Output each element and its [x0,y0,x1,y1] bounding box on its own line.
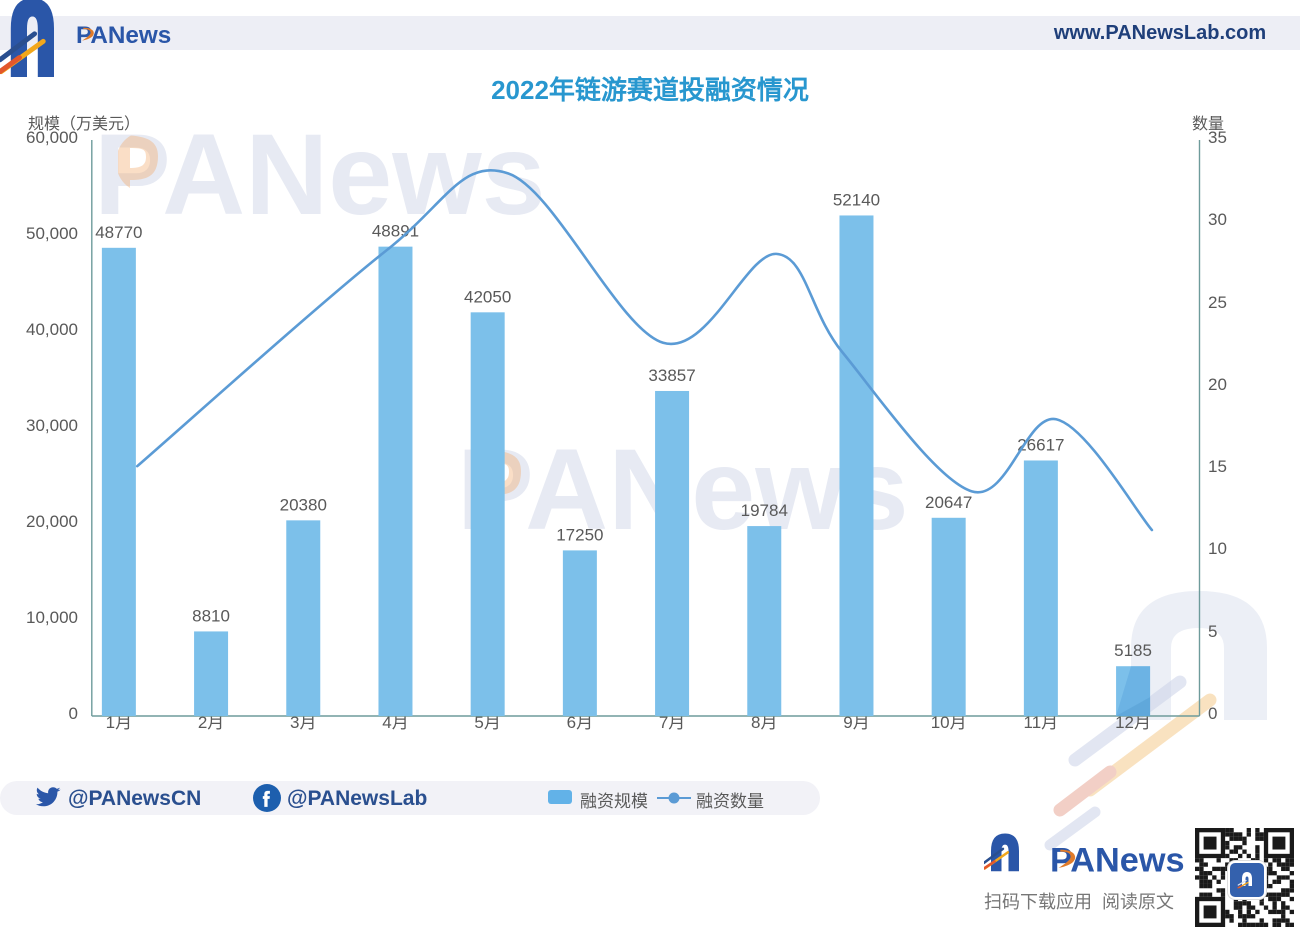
svg-text:8810: 8810 [192,606,230,625]
svg-text:20647: 20647 [925,493,972,512]
svg-text:48770: 48770 [95,223,142,242]
svg-text:20380: 20380 [280,495,327,514]
svg-text:33857: 33857 [648,366,695,385]
svg-text:42050: 42050 [464,287,511,306]
svg-text:17250: 17250 [556,525,603,544]
svg-text:19784: 19784 [741,501,788,520]
svg-text:52140: 52140 [833,190,880,209]
svg-text:5185: 5185 [1114,641,1152,660]
svg-text:48891: 48891 [372,222,419,241]
